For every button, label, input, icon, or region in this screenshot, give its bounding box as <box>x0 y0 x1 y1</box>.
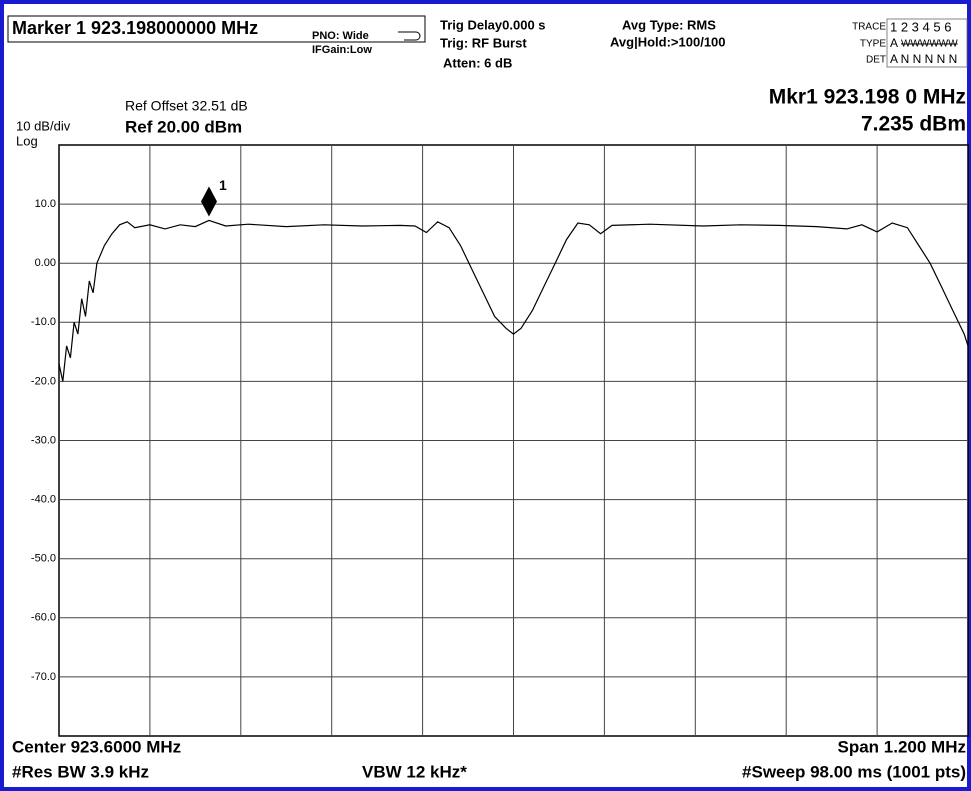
marker-level: 7.235 dBm <box>861 113 966 136</box>
trig-delay: Trig Delay0.000 s <box>440 17 546 32</box>
vbw: VBW 12 kHz* <box>362 762 467 781</box>
center-frequency: Center 923.6000 MHz <box>12 737 181 756</box>
trace-box <box>886 18 968 68</box>
y-tick-label: -70.0 <box>31 671 56 683</box>
span: Span 1.200 MHz <box>838 737 967 756</box>
y-tick-label: 0.00 <box>35 257 56 269</box>
y-tick-label: 10.0 <box>35 198 56 210</box>
log-label: Log <box>16 133 38 148</box>
y-tick-label: -40.0 <box>31 494 56 506</box>
trace <box>58 219 969 382</box>
pno-icon <box>398 31 421 41</box>
scale: 10 dB/div <box>16 118 71 133</box>
det-values: A N N N N N <box>890 52 957 66</box>
y-tick-label: -60.0 <box>31 612 56 624</box>
marker-diamond <box>200 186 217 217</box>
type-label: TYPE <box>860 39 886 50</box>
marker-box <box>7 15 426 43</box>
ref-offset: Ref Offset 32.51 dB <box>125 98 248 114</box>
ref-level: Ref 20.00 dBm <box>125 117 242 136</box>
marker-title: Marker 1 923.198000000 MHz <box>12 18 258 38</box>
type-values: WWWWWW <box>901 39 958 50</box>
marker-number: 1 <box>219 177 227 193</box>
sweep: #Sweep 98.00 ms (1001 pts) <box>742 762 966 781</box>
y-tick-label: -50.0 <box>31 553 56 565</box>
avg-type: Avg Type: RMS <box>622 17 716 32</box>
avg-hold: Avg|Hold:>100/100 <box>610 34 726 49</box>
y-tick-label: -30.0 <box>31 434 56 446</box>
res-bw: #Res BW 3.9 kHz <box>12 762 149 781</box>
y-tick-label: -20.0 <box>31 375 56 387</box>
ifgain: IFGain:Low <box>312 44 372 56</box>
atten: Atten: 6 dB <box>443 55 512 70</box>
pno: PNO: Wide <box>312 30 369 42</box>
marker-frequency: Mkr1 923.198 0 MHz <box>769 86 966 109</box>
det-label: DET <box>866 55 886 66</box>
trace-values: 1 2 3 4 5 6 <box>890 19 951 34</box>
trace-label: TRACE <box>852 22 886 33</box>
type-a: A <box>890 36 898 50</box>
trig: Trig: RF Burst <box>440 35 527 50</box>
y-tick-label: -10.0 <box>31 316 56 328</box>
